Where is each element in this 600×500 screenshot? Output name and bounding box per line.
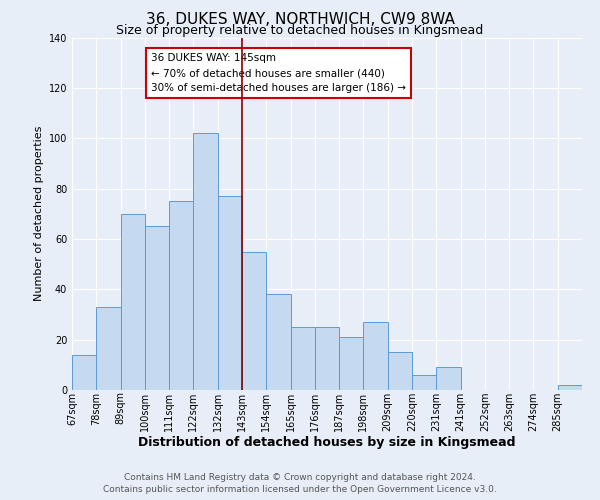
Bar	[242, 252, 266, 390]
Bar	[315, 327, 339, 390]
Bar	[388, 352, 412, 390]
Bar	[169, 201, 193, 390]
X-axis label: Distribution of detached houses by size in Kingsmead: Distribution of detached houses by size …	[138, 436, 516, 450]
Y-axis label: Number of detached properties: Number of detached properties	[34, 126, 44, 302]
Text: Size of property relative to detached houses in Kingsmead: Size of property relative to detached ho…	[116, 24, 484, 37]
Bar	[558, 385, 582, 390]
Bar	[72, 355, 96, 390]
Text: Contains HM Land Registry data © Crown copyright and database right 2024.
Contai: Contains HM Land Registry data © Crown c…	[103, 472, 497, 494]
Bar	[290, 327, 315, 390]
Bar	[145, 226, 169, 390]
Bar	[412, 375, 436, 390]
Bar	[266, 294, 290, 390]
Text: 36 DUKES WAY: 145sqm
← 70% of detached houses are smaller (440)
30% of semi-deta: 36 DUKES WAY: 145sqm ← 70% of detached h…	[151, 54, 406, 93]
Bar	[339, 337, 364, 390]
Bar	[436, 368, 461, 390]
Bar	[96, 307, 121, 390]
Bar	[218, 196, 242, 390]
Bar	[193, 133, 218, 390]
Bar	[364, 322, 388, 390]
Text: 36, DUKES WAY, NORTHWICH, CW9 8WA: 36, DUKES WAY, NORTHWICH, CW9 8WA	[146, 12, 454, 28]
Bar	[121, 214, 145, 390]
